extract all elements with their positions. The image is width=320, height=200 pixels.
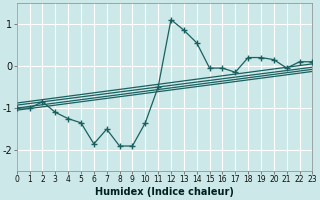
- X-axis label: Humidex (Indice chaleur): Humidex (Indice chaleur): [95, 187, 234, 197]
